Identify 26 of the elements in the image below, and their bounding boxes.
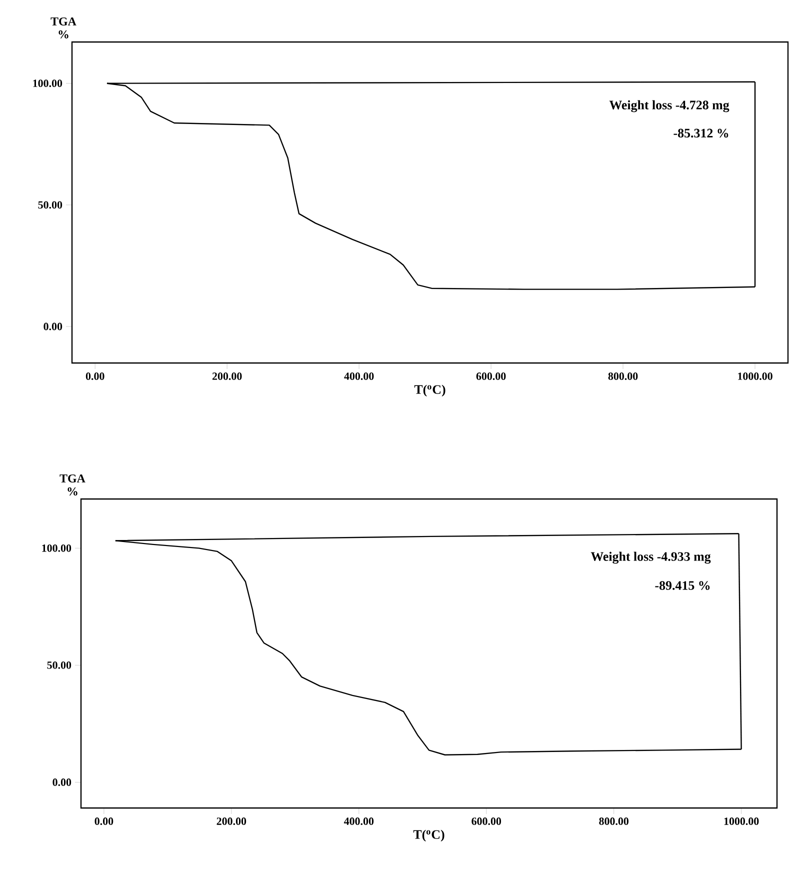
x-tick-label: 200.00 xyxy=(212,372,242,380)
x-tick-label: 0.00 xyxy=(86,372,104,380)
y-tick-label: 100.00 xyxy=(42,544,72,552)
x-tick-label: 1000.00 xyxy=(738,372,773,380)
x-tick-label: 800.00 xyxy=(599,818,629,825)
x-axis-title: T($^{o}$C) xyxy=(414,830,444,842)
annotation: Weight loss -4.728 mg xyxy=(610,100,730,112)
x-tick-label: 1000.00 xyxy=(724,818,759,825)
y-axis-title: TGA % xyxy=(50,17,77,38)
annotation: -85.312 % xyxy=(674,128,728,138)
x-tick-label: 800.00 xyxy=(608,372,638,380)
x-tick-label: 200.00 xyxy=(217,818,246,825)
x-tick-label: 400.00 xyxy=(344,372,374,380)
x-tick-label: 600.00 xyxy=(472,818,502,825)
y-axis-title: TGA % xyxy=(60,474,86,496)
x-axis-title: T($^{o}$C) xyxy=(414,384,446,397)
y-tick-label: 50.00 xyxy=(38,201,62,209)
annotation: Weight loss -4.933 mg xyxy=(591,552,711,564)
y-tick-label: 50.00 xyxy=(47,661,72,669)
y-tick-label: 100.00 xyxy=(33,80,62,88)
y-tick-label: 0.00 xyxy=(44,322,62,330)
x-tick-label: 0.00 xyxy=(94,818,114,825)
annotation: -89.415 % xyxy=(655,581,710,590)
y-tick-label: 0.00 xyxy=(52,778,72,786)
x-tick-label: 600.00 xyxy=(476,372,506,380)
x-tick-label: 400.00 xyxy=(344,818,374,825)
